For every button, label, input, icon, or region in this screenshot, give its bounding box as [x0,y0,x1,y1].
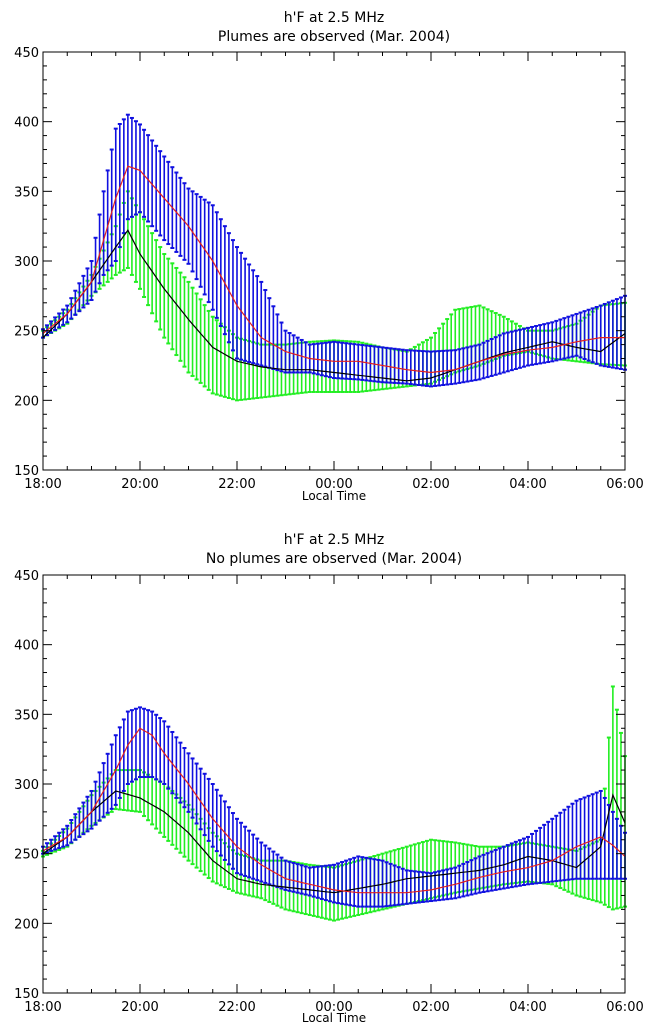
y-tick-label: 250 [14,325,39,340]
y-tick-label: 450 [14,569,39,584]
chart-1: h'F at 2.5 MHz Plumes are observed (Mar. … [14,10,644,503]
black-mean-line [42,790,626,894]
y-tick-label: 300 [14,778,39,793]
chart-title: h'F at 2.5 MHz [284,10,384,26]
chart-title: h'F at 2.5 MHz [284,532,384,548]
y-tick-label: 150 [14,464,39,479]
red-mean-line [42,727,626,894]
y-tick-label: 300 [14,255,39,270]
blue-error-bars [41,113,627,388]
y-tick-label: 150 [14,987,39,1002]
y-tick-label: 350 [14,708,39,723]
red-mean-line [42,165,625,374]
x-tick-label: 04:00 [509,477,546,492]
blue-error-bars [41,706,627,908]
x-tick-label: 00:00 [315,1000,352,1015]
chart-subtitle: Plumes are observed (Mar. 2004) [218,29,450,45]
x-axis-label: Local Time [302,1011,366,1025]
y-tick-label: 200 [14,394,39,409]
y-tick-label: 450 [14,46,39,61]
x-tick-label: 18:00 [24,1000,61,1015]
plot-frame [42,51,626,471]
y-tick-label: 200 [14,917,39,932]
x-tick-label: 22:00 [218,1000,255,1015]
x-tick-label: 04:00 [509,1000,546,1015]
x-tick-label: 20:00 [121,1000,158,1015]
plot-frame [42,574,626,994]
x-tick-label: 02:00 [412,1000,449,1015]
x-tick-label: 06:00 [606,477,643,492]
y-tick-label: 350 [14,185,39,200]
x-tick-label: 02:00 [412,477,449,492]
x-tick-label: 00:00 [315,477,352,492]
y-tick-label: 250 [14,848,39,863]
x-tick-label: 22:00 [218,477,255,492]
black-mean-line [42,229,626,382]
chart-2: h'F at 2.5 MHz No plumes are observed (Ma… [14,532,644,1025]
y-tick-label: 400 [14,116,39,131]
x-axis-label: Local Time [302,489,366,503]
chart-subtitle: No plumes are observed (Mar. 2004) [206,551,462,567]
x-tick-label: 20:00 [121,477,158,492]
x-tick-label: 18:00 [24,477,61,492]
x-tick-label: 06:00 [606,1000,643,1015]
y-tick-label: 400 [14,639,39,654]
